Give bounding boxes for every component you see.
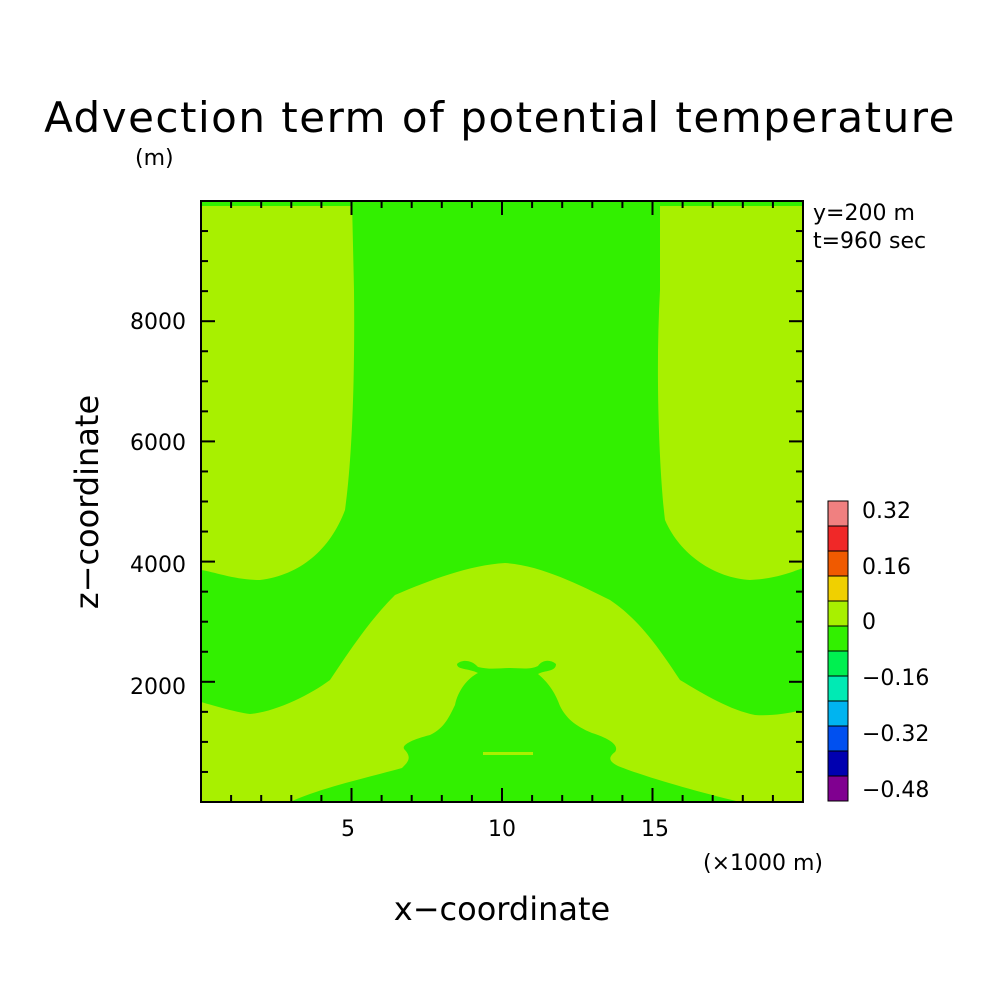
y-axis-label: z−coordinate (68, 395, 106, 609)
colorbar-swatch (827, 775, 849, 802)
y-tick-label: 6000 (130, 431, 186, 456)
annotation-time: t=960 sec (813, 229, 926, 254)
colorbar-swatch (827, 600, 849, 627)
plot-area (200, 200, 804, 803)
x-tick-label: 10 (488, 817, 516, 842)
colorbar-label: −0.32 (862, 722, 929, 747)
colorbar-swatch (827, 625, 849, 652)
x-tick-label: 5 (341, 817, 355, 842)
colorbar-label: −0.16 (862, 666, 929, 691)
contour-region-central-plume (201, 201, 803, 716)
y-tick-labels: 2000 4000 6000 8000 (130, 310, 186, 700)
chart-title: Advection term of potential temperature (44, 93, 956, 142)
annotation-y-position: y=200 m (813, 201, 915, 226)
colorbar-swatch (827, 700, 849, 727)
y-tick-label: 2000 (130, 675, 186, 700)
axis-ticks (201, 201, 803, 802)
colorbar-swatch (827, 550, 849, 577)
x-unit-label: (×1000 m) (703, 851, 823, 876)
colorbar-label: 0 (862, 610, 876, 635)
x-axis-label: x−coordinate (394, 890, 610, 928)
colorbar-swatch (827, 750, 849, 777)
colorbar-swatch (827, 575, 849, 602)
colorbar-swatch (827, 650, 849, 677)
colorbar-swatch (827, 525, 849, 552)
colorbar-label: −0.48 (862, 778, 929, 803)
colorbar-swatch (827, 675, 849, 702)
x-tick-labels: 5 10 15 (341, 817, 669, 842)
y-unit-label: (m) (135, 146, 174, 171)
colorbar-swatch (827, 725, 849, 752)
colorbar-labels: 0.32 0.16 0 −0.16 −0.32 −0.48 (862, 499, 929, 803)
colorbar (827, 500, 849, 802)
contour-region-bottom-dome (290, 660, 740, 802)
x-tick-label: 15 (641, 817, 669, 842)
contour-region-dome-line (483, 752, 533, 755)
y-tick-label: 8000 (130, 310, 186, 335)
colorbar-swatch (827, 500, 849, 527)
y-tick-label: 4000 (130, 553, 186, 578)
colorbar-label: 0.16 (862, 555, 911, 580)
colorbar-label: 0.32 (862, 499, 911, 524)
